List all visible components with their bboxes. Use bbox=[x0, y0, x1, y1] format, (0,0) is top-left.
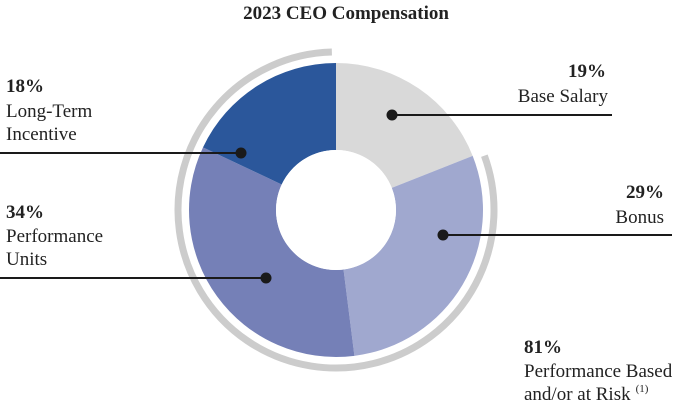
pct-performance-units: 34% bbox=[6, 202, 44, 223]
leader-dot-long-term-incentive bbox=[235, 147, 247, 159]
slice-bonus bbox=[343, 155, 483, 356]
footnote-marker: (1) bbox=[636, 383, 649, 395]
slice-base-salary bbox=[336, 63, 473, 188]
leader-dot-base-salary bbox=[386, 109, 398, 121]
label-performance-units-line2: Units bbox=[6, 249, 47, 270]
pct-bonus: 29% bbox=[626, 182, 664, 203]
label-base-salary: Base Salary bbox=[518, 86, 609, 107]
label-long-term-incentive-line2: Incentive bbox=[6, 124, 77, 145]
slice-performance-units bbox=[188, 147, 355, 357]
pct-base-salary: 19% bbox=[568, 61, 606, 82]
leader-dot-bonus bbox=[437, 229, 449, 241]
label-performance-at-risk-line2-text: and/or at Risk bbox=[524, 384, 631, 405]
label-long-term-incentive-line1: Long-Term bbox=[6, 101, 92, 122]
label-bonus: Bonus bbox=[615, 207, 664, 228]
label-performance-at-risk-line1: Performance Based bbox=[524, 361, 673, 382]
label-performance-at-risk-line2: and/or at Risk (1) bbox=[524, 383, 649, 405]
pct-long-term-incentive: 18% bbox=[6, 76, 44, 97]
donut-hole bbox=[276, 150, 396, 270]
label-performance-units-line1: Performance bbox=[6, 226, 103, 247]
chart-title: 2023 CEO Compensation bbox=[243, 3, 449, 24]
pct-performance-at-risk: 81% bbox=[524, 337, 562, 358]
leader-dot-performance-units bbox=[260, 272, 272, 284]
performance-at-risk-ring bbox=[174, 48, 498, 372]
